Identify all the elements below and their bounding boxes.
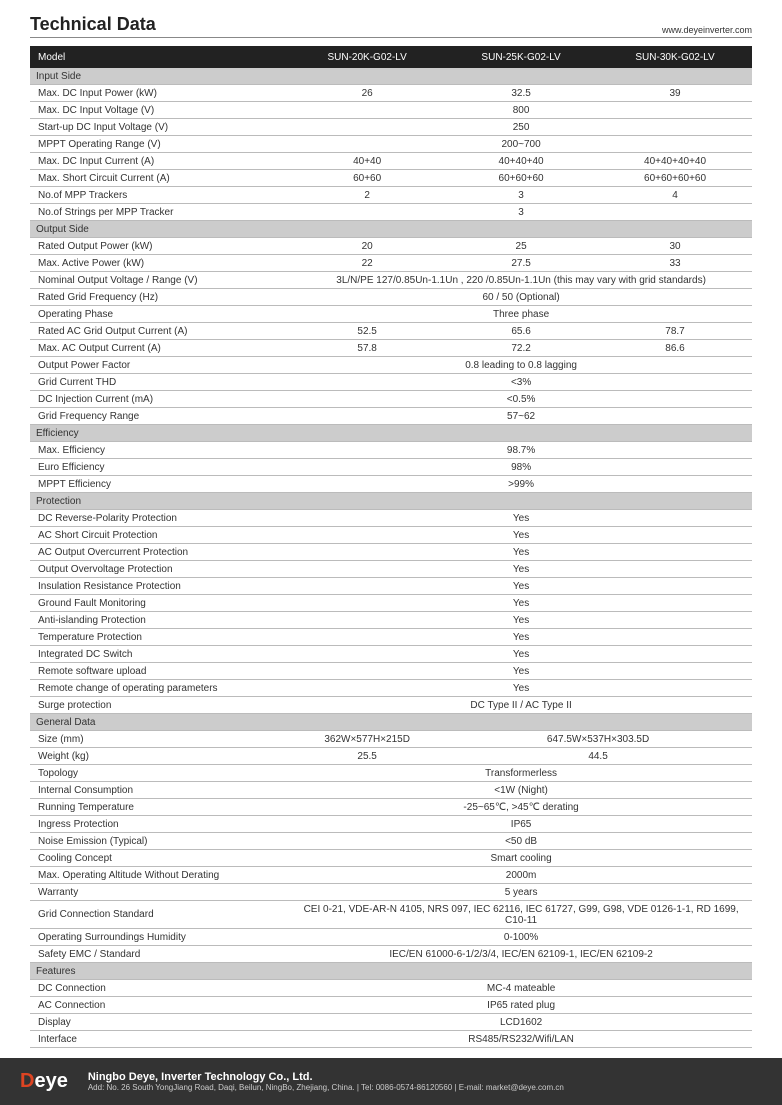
- section-efficiency: Efficiency: [30, 425, 752, 442]
- table-row: Max. Active Power (kW)2227.533: [30, 255, 752, 272]
- table-row: Safety EMC / StandardIEC/EN 61000-6-1/2/…: [30, 946, 752, 963]
- table-row: InterfaceRS485/RS232/Wifi/LAN: [30, 1031, 752, 1048]
- table-row: Rated Grid Frequency (Hz)60 / 50 (Option…: [30, 289, 752, 306]
- table-row: TopologyTransformerless: [30, 765, 752, 782]
- table-row: Warranty5 years: [30, 884, 752, 901]
- table-row: Max. Operating Altitude Without Derating…: [30, 867, 752, 884]
- table-row: AC ConnectionIP65 rated plug: [30, 997, 752, 1014]
- header: Technical Data www.deyeinverter.com: [30, 14, 752, 38]
- table-row: Max. AC Output Current (A)57.872.286.6: [30, 340, 752, 357]
- table-row: Weight (kg)25.544.5: [30, 748, 752, 765]
- table-row: Max. DC Input Current (A)40+4040+40+4040…: [30, 153, 752, 170]
- table-row: No.of MPP Trackers234: [30, 187, 752, 204]
- company-name: Ningbo Deye, Inverter Technology Co., Lt…: [88, 1071, 564, 1083]
- table-row: Grid Current THD<3%: [30, 374, 752, 391]
- table-row: Max. DC Input Power (kW)2632.539: [30, 85, 752, 102]
- table-row: Noise Emission (Typical)<50 dB: [30, 833, 752, 850]
- table-row: Grid Frequency Range57~62: [30, 408, 752, 425]
- table-row: DC ConnectionMC-4 mateable: [30, 980, 752, 997]
- table-row: DisplayLCD1602: [30, 1014, 752, 1031]
- table-row: Rated AC Grid Output Current (A)52.565.6…: [30, 323, 752, 340]
- table-row: Max. DC Input Voltage (V)800: [30, 102, 752, 119]
- model-header-row: Model SUN-20K-G02-LV SUN-25K-G02-LV SUN-…: [30, 46, 752, 68]
- table-row: AC Short Circuit ProtectionYes: [30, 527, 752, 544]
- table-row: Operating PhaseThree phase: [30, 306, 752, 323]
- table-row: Ingress ProtectionIP65: [30, 816, 752, 833]
- section-output: Output Side: [30, 221, 752, 238]
- section-general: General Data: [30, 714, 752, 731]
- section-protection: Protection: [30, 493, 752, 510]
- page-title: Technical Data: [30, 14, 156, 35]
- table-row: Nominal Output Voltage / Range (V)3L/N/P…: [30, 272, 752, 289]
- model-col3: SUN-30K-G02-LV: [598, 46, 752, 68]
- table-row: Max. Short Circuit Current (A)60+6060+60…: [30, 170, 752, 187]
- company-address: Add: No. 26 South YongJiang Road, Daqi, …: [88, 1083, 564, 1092]
- table-row: Grid Connection StandardCEI 0-21, VDE-AR…: [30, 901, 752, 929]
- brand-logo: Deye: [20, 1070, 68, 1093]
- table-row: Output Power Factor0.8 leading to 0.8 la…: [30, 357, 752, 374]
- section-features: Features: [30, 963, 752, 980]
- header-url: www.deyeinverter.com: [662, 25, 752, 35]
- table-row: Ground Fault MonitoringYes: [30, 595, 752, 612]
- table-row: MPPT Operating Range (V)200~700: [30, 136, 752, 153]
- footer: Deye Ningbo Deye, Inverter Technology Co…: [0, 1058, 782, 1105]
- table-row: Output Overvoltage ProtectionYes: [30, 561, 752, 578]
- table-row: Size (mm)362W×577H×215D647.5W×537H×303.5…: [30, 731, 752, 748]
- table-row: Start-up DC Input Voltage (V)250: [30, 119, 752, 136]
- table-row: No.of Strings per MPP Tracker3: [30, 204, 752, 221]
- table-row: Euro Efficiency98%: [30, 459, 752, 476]
- model-col2: SUN-25K-G02-LV: [444, 46, 598, 68]
- page-container: Technical Data www.deyeinverter.com Mode…: [0, 0, 782, 1048]
- table-row: Temperature ProtectionYes: [30, 629, 752, 646]
- table-row: Operating Surroundings Humidity0-100%: [30, 929, 752, 946]
- table-row: Surge protectionDC Type II / AC Type II: [30, 697, 752, 714]
- table-row: Internal Consumption<1W (Night): [30, 782, 752, 799]
- table-row: Max. Efficiency98.7%: [30, 442, 752, 459]
- table-row: DC Injection Current (mA)<0.5%: [30, 391, 752, 408]
- table-row: Insulation Resistance ProtectionYes: [30, 578, 752, 595]
- table-row: Running Temperature-25~65℃, >45℃ deratin…: [30, 799, 752, 816]
- table-row: Integrated DC SwitchYes: [30, 646, 752, 663]
- model-label: Model: [30, 46, 290, 68]
- table-row: DC Reverse-Polarity ProtectionYes: [30, 510, 752, 527]
- table-row: Remote change of operating parametersYes: [30, 680, 752, 697]
- table-row: AC Output Overcurrent ProtectionYes: [30, 544, 752, 561]
- table-row: MPPT Efficiency>99%: [30, 476, 752, 493]
- table-row: Cooling ConceptSmart cooling: [30, 850, 752, 867]
- model-col1: SUN-20K-G02-LV: [290, 46, 444, 68]
- table-row: Anti-islanding ProtectionYes: [30, 612, 752, 629]
- spec-table: Model SUN-20K-G02-LV SUN-25K-G02-LV SUN-…: [30, 46, 752, 1048]
- section-input: Input Side: [30, 68, 752, 85]
- table-row: Rated Output Power (kW)202530: [30, 238, 752, 255]
- footer-text: Ningbo Deye, Inverter Technology Co., Lt…: [88, 1071, 564, 1092]
- table-row: Remote software uploadYes: [30, 663, 752, 680]
